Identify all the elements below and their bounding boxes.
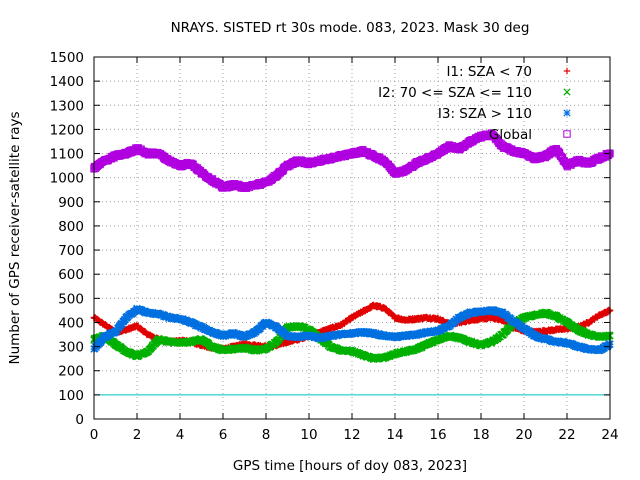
series-3	[90, 129, 614, 192]
chart-title: NRAYS. SISTED rt 30s mode. 083, 2023. Ma…	[171, 20, 530, 36]
series-2	[90, 304, 614, 355]
data-points	[90, 129, 614, 364]
grid	[94, 57, 610, 419]
